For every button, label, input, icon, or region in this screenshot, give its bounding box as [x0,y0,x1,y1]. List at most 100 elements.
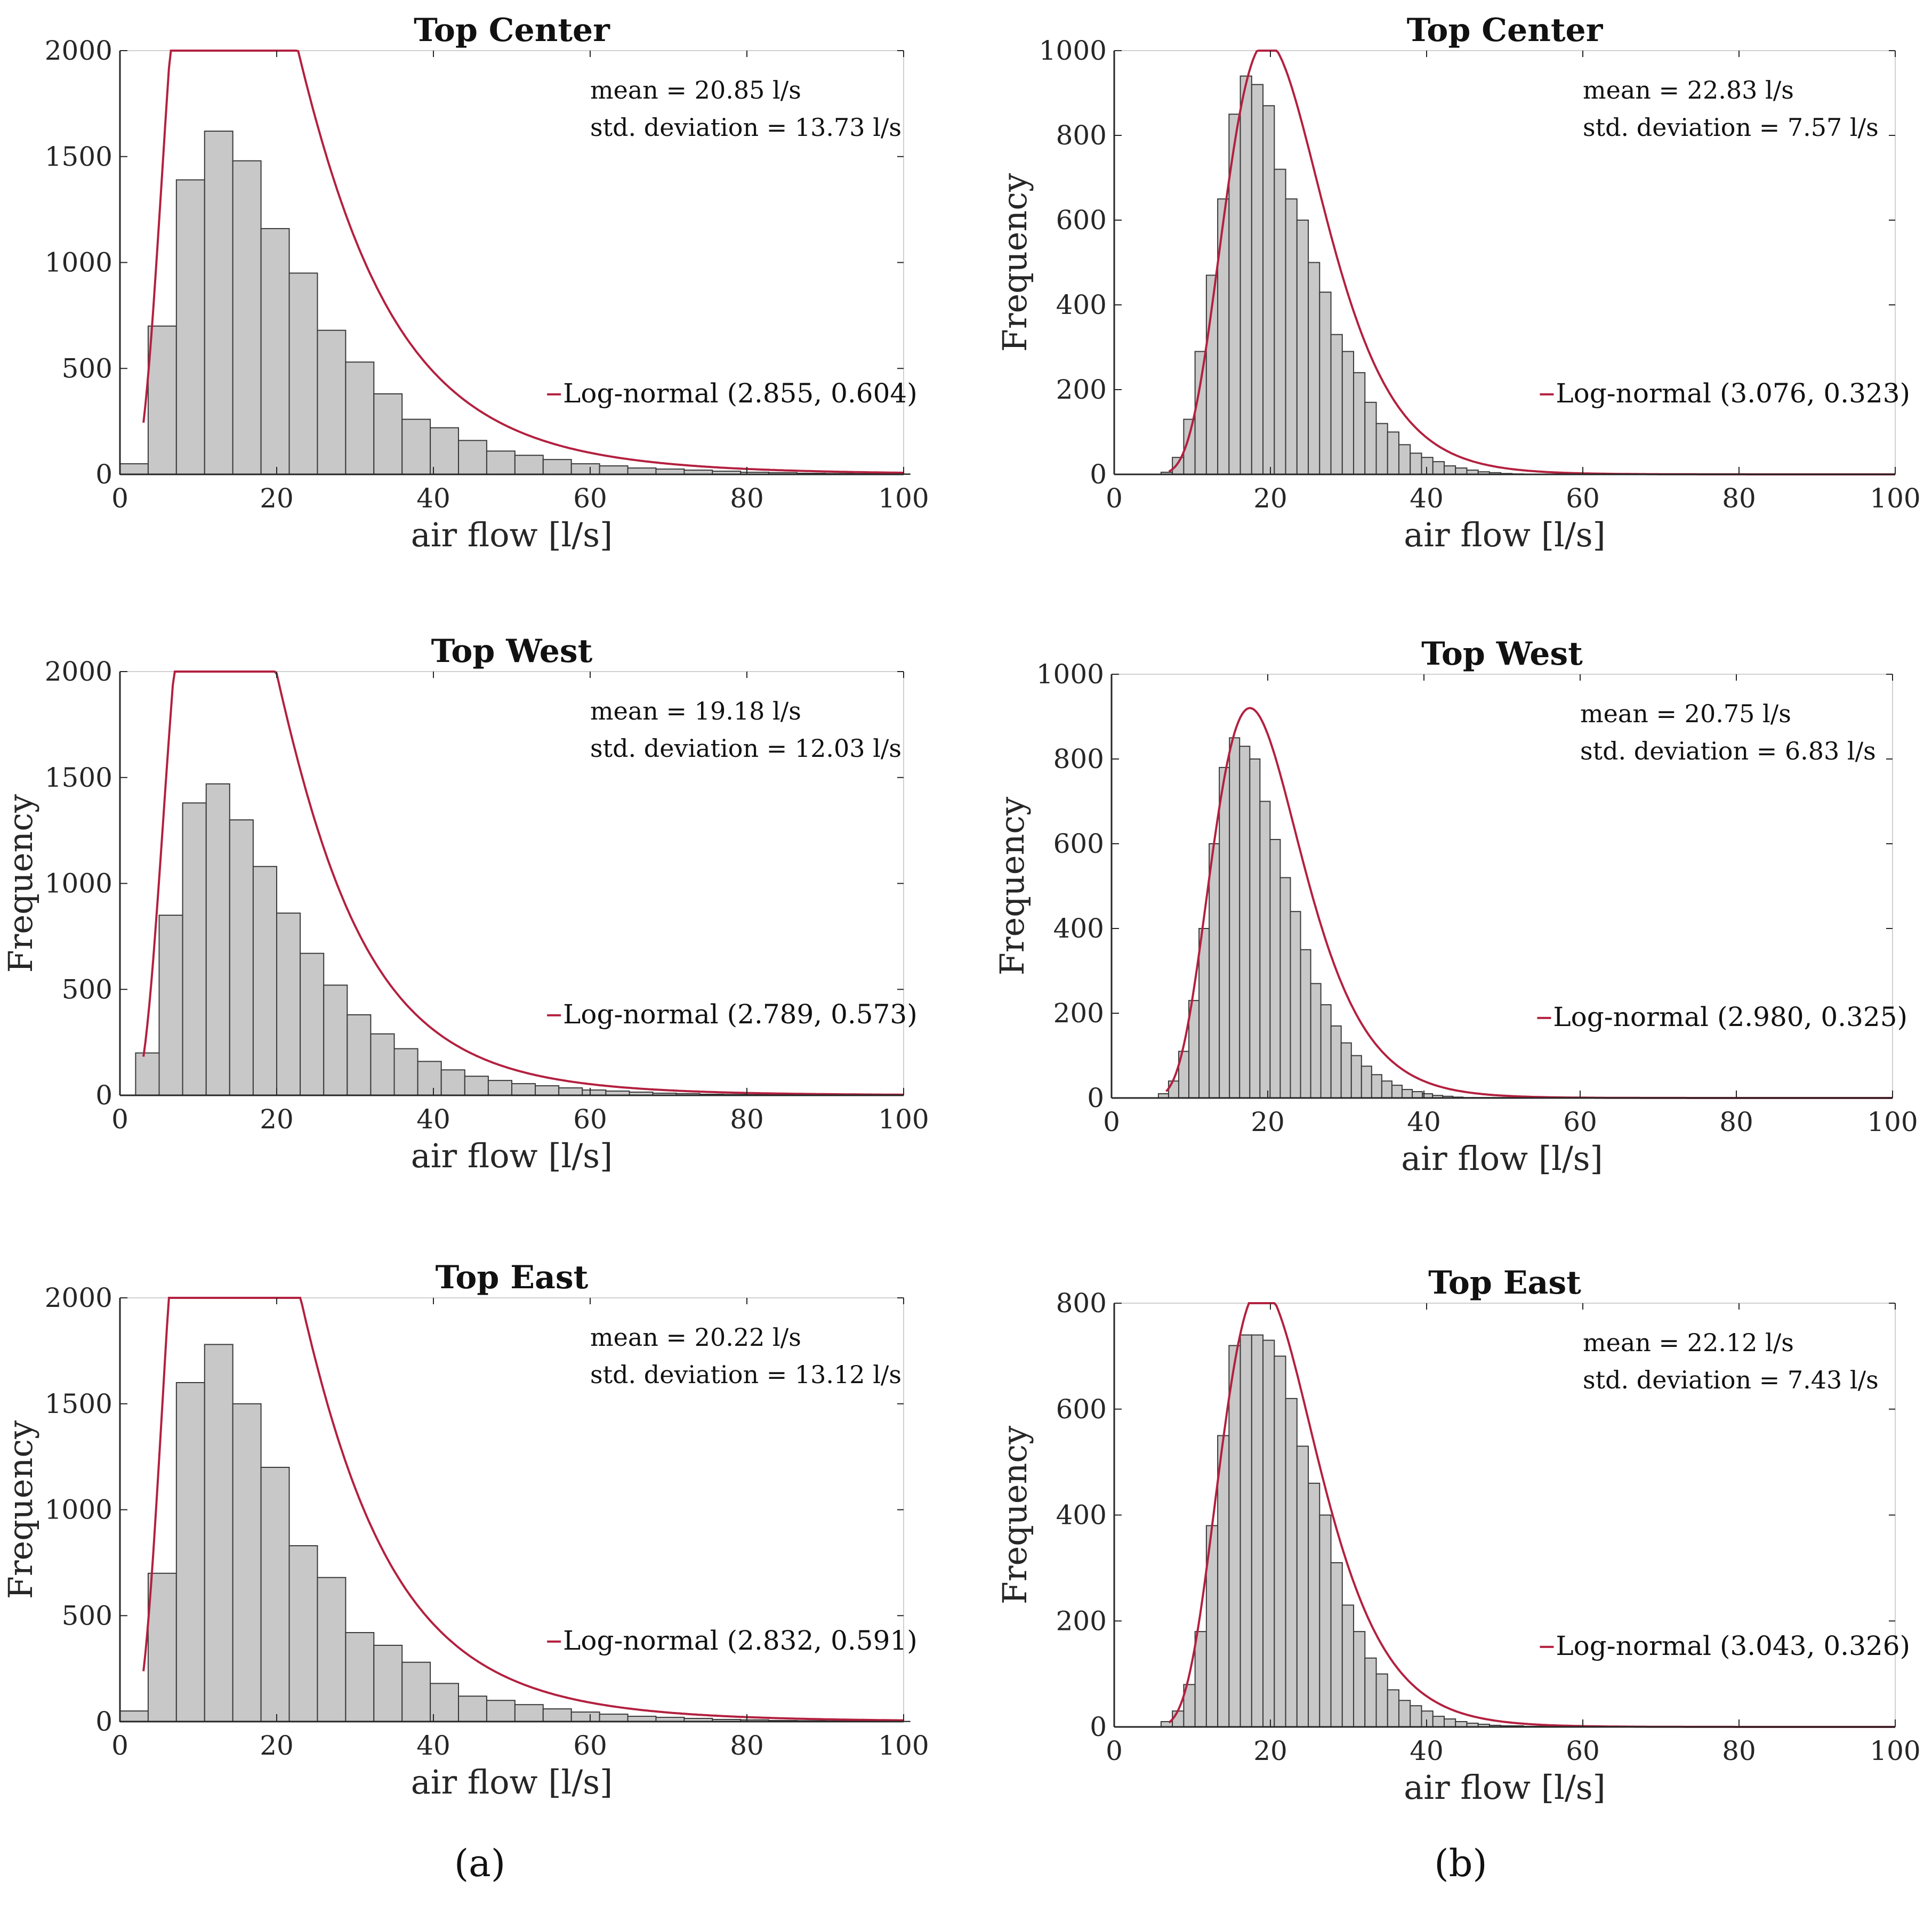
stats-annotation: mean = 20.85 l/s [590,76,801,104]
stats-annotation: mean = 20.22 l/s [590,1323,801,1352]
histogram-bar [175,1382,205,1722]
x-tick-label: 60 [1566,1735,1600,1766]
y-tick-label: 0 [1090,1711,1107,1742]
x-tick-label: 40 [1410,1735,1444,1766]
histogram-bar [1361,1065,1372,1099]
stats-annotation: std. deviation = 13.73 l/s [590,113,901,142]
histogram-bar [1387,1689,1399,1727]
x-tick-label: 80 [730,1730,764,1761]
histogram-bar [158,915,183,1096]
histogram-bar [373,1644,403,1722]
histogram-bar [1310,983,1322,1099]
histogram-bar [1296,1445,1309,1727]
histogram-bar [1341,1604,1355,1727]
y-axis-label: Frequency [995,1426,1034,1604]
histogram-bar [1320,1004,1332,1099]
y-tick-label: 200 [1056,1605,1107,1636]
histogram-bar [323,984,348,1096]
x-tick-label: 100 [1870,483,1920,514]
x-tick-label: 40 [416,1104,450,1135]
histogram-bar [1290,911,1301,1099]
x-tick-label: 100 [878,1104,929,1135]
stats-annotation: std. deviation = 7.57 l/s [1583,113,1879,142]
x-tick-label: 100 [1870,1735,1920,1766]
histogram-bar [1296,220,1309,475]
x-tick-label: 20 [260,1104,294,1135]
histogram-bar [1274,1355,1286,1727]
histogram-bar [1398,1700,1411,1727]
histogram-bar [119,463,149,475]
histogram-bar [1251,84,1264,475]
histogram-bar [1228,1345,1241,1727]
histogram-bar [252,866,277,1096]
chart-title: Top East [436,1259,589,1296]
x-tick-label: 60 [573,483,607,514]
bars [119,131,911,475]
y-tick-label: 1500 [45,141,112,172]
x-tick-label: 40 [1407,1107,1441,1137]
y-tick-label: 400 [1056,289,1107,320]
histogram-bar [1330,1025,1342,1099]
histogram-bar [514,1704,544,1722]
y-axis-label: Frequency [995,173,1034,352]
histogram-bar [1381,1080,1392,1099]
histogram-bar [1443,465,1456,475]
histogram-bar [1262,105,1275,475]
bars [1157,737,1535,1099]
histogram-bar [1412,1091,1423,1099]
chart-title: Top West [431,633,593,670]
y-tick-label: 0 [95,1706,112,1737]
y-tick-label: 1500 [45,762,112,793]
histogram-bar [1194,1631,1207,1727]
histogram-bar [317,329,347,475]
histogram-bar [1410,453,1422,475]
x-tick-label: 0 [111,483,128,514]
histogram-bar [599,1714,629,1722]
histogram-bar [347,1014,372,1096]
histogram-bar [1194,351,1207,475]
x-axis-label: air flow [l/s] [411,515,613,554]
histogram-bar [1239,75,1252,475]
y-tick-label: 2000 [45,656,112,687]
stats-annotation: std. deviation = 6.83 l/s [1580,737,1876,765]
y-tick-label: 600 [1053,828,1104,859]
x-axis-label: air flow [l/s] [411,1763,613,1802]
histogram-bar [542,1708,572,1722]
histogram-bar [558,1087,583,1096]
histogram-bar [1217,1435,1230,1727]
y-tick-label: 1000 [1039,35,1107,66]
histogram-bar [599,465,629,475]
y-tick-label: 400 [1056,1500,1107,1531]
histogram-bar [229,819,254,1096]
histogram-bar [1285,198,1298,475]
y-axis-label: Frequency [1,794,40,973]
histogram-bar [1209,843,1220,1099]
histogram-bar [1172,457,1185,475]
histogram-bar [1410,1705,1422,1727]
histogram-bar [147,325,177,475]
histogram-bar [1308,1482,1321,1727]
y-tick-label: 1000 [45,247,112,278]
stats-annotation: mean = 19.18 l/s [590,697,801,725]
y-tick-label: 0 [1087,1083,1104,1113]
x-tick-label: 0 [1106,483,1123,514]
histogram-bar [288,1545,318,1722]
histogram-bar [464,1076,489,1096]
histogram-bar [486,1700,516,1722]
histogram-bar [1330,334,1343,475]
bars [135,783,842,1096]
histogram-bar [135,1052,160,1096]
x-tick-label: 100 [878,1730,929,1761]
histogram-bar [260,1467,290,1722]
histogram-bar [1375,1673,1388,1727]
chart-title: Top East [1428,1264,1581,1302]
histogram-bar [1341,351,1355,475]
histogram-bar [627,467,657,475]
chart-title: Top Center [1407,12,1604,49]
legend-label: Log-normal (3.076, 0.323) [1556,378,1910,409]
histogram-bar [1455,467,1468,475]
y-tick-label: 200 [1056,374,1107,405]
x-tick-label: 80 [1722,483,1756,514]
histogram-bar [1350,1055,1362,1099]
